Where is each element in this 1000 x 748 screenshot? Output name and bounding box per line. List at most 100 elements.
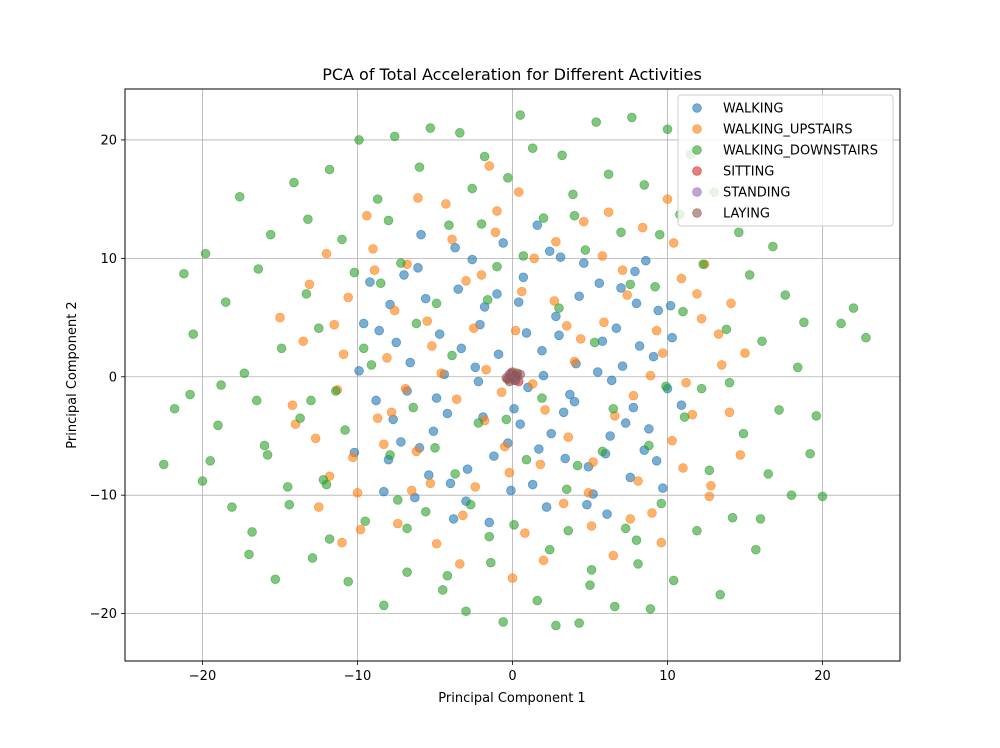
scatter-point	[431, 393, 442, 403]
scatter-point	[402, 523, 412, 534]
legend-entry: STANDING	[723, 186, 790, 201]
scatter-point	[358, 318, 369, 329]
scatter-point	[400, 383, 411, 394]
scatter-point	[340, 425, 350, 435]
scatter-point	[667, 435, 677, 446]
scatter-point	[698, 259, 708, 270]
x-axis-label: Principal Component 1	[438, 691, 585, 706]
scatter-point	[448, 514, 459, 524]
scatter-point	[360, 516, 371, 527]
scatter-point	[220, 297, 231, 307]
scatter-point	[284, 499, 295, 510]
scatter-point	[430, 443, 440, 453]
scatter-point	[716, 360, 727, 370]
scatter-point	[441, 199, 451, 209]
scatter-point	[561, 484, 572, 495]
scatter-point	[389, 305, 400, 316]
scatter-point	[447, 234, 457, 245]
scatter-point	[715, 589, 725, 600]
scatter-point	[213, 420, 223, 431]
scatter-point	[501, 414, 512, 425]
scatter-point	[369, 265, 380, 275]
scatter-point	[482, 294, 493, 305]
scatter-point	[811, 411, 822, 421]
x-tick-label: 10	[659, 669, 676, 684]
scatter-point	[540, 405, 550, 415]
scatter-point	[197, 476, 208, 486]
scatter-point	[313, 502, 324, 512]
series-walking-upstairs	[275, 161, 750, 583]
scatter-point	[637, 222, 648, 233]
scatter-point	[768, 241, 778, 252]
scatter-point	[520, 528, 530, 538]
scatter-point	[658, 483, 668, 493]
scatter-point	[492, 261, 502, 272]
scatter-point	[665, 300, 676, 311]
scatter-point	[324, 534, 335, 544]
scatter-point	[490, 227, 501, 238]
scatter-point	[158, 459, 169, 470]
scatter-point	[608, 550, 619, 561]
scatter-point	[454, 559, 465, 569]
scatter-point	[444, 220, 454, 230]
scatter-point	[565, 389, 575, 400]
scatter-point	[805, 448, 815, 459]
scatter-point	[428, 426, 439, 437]
scatter-point	[349, 267, 360, 278]
scatter-point	[389, 131, 400, 142]
scatter-point	[408, 402, 419, 413]
y-tick-label: 20	[100, 133, 117, 148]
scatter-point	[597, 446, 608, 457]
scatter-point	[786, 490, 797, 501]
scatter-point	[379, 600, 389, 611]
scatter-point	[616, 227, 626, 238]
scatter-point	[506, 485, 516, 496]
scatter-point	[648, 351, 659, 362]
scatter-point	[473, 376, 484, 387]
scatter-point	[527, 379, 538, 389]
scatter-point	[253, 264, 264, 274]
scatter-point	[489, 451, 499, 461]
scatter-point	[512, 368, 522, 379]
scatter-point	[461, 606, 471, 617]
scatter-point	[706, 480, 716, 491]
scatter-point	[499, 441, 510, 452]
scatter-point	[425, 478, 436, 489]
scatter-point	[244, 549, 254, 560]
scatter-point	[634, 341, 645, 351]
scatter-point	[549, 296, 560, 306]
scatter-point	[282, 482, 293, 492]
scatter-point	[647, 508, 657, 518]
scatter-point	[169, 403, 180, 414]
scatter-point	[537, 393, 547, 403]
scatter-point	[386, 407, 397, 418]
scatter-point	[681, 377, 691, 388]
scatter-point	[757, 336, 767, 347]
scatter-point	[594, 278, 605, 289]
scatter-point	[262, 450, 273, 460]
scatter-point	[354, 135, 364, 145]
scatter-point	[668, 575, 679, 586]
scatter-point	[535, 459, 546, 470]
scatter-point	[738, 428, 749, 439]
scatter-point	[462, 464, 473, 474]
scatter-point	[247, 527, 257, 537]
scatter-point	[620, 523, 631, 534]
scatter-point	[365, 277, 375, 287]
scatter-point	[639, 180, 650, 190]
scatter-point	[662, 194, 673, 204]
scatter-point	[458, 510, 468, 521]
scatter-point	[259, 440, 270, 451]
scatter-point	[527, 143, 538, 154]
scatter-point	[645, 370, 656, 381]
scatter-point	[465, 499, 476, 510]
scatter-point	[423, 470, 434, 480]
scatter-point	[658, 348, 668, 358]
scatter-point	[574, 291, 584, 302]
scatter-point	[265, 229, 276, 240]
scatter-point	[616, 283, 626, 293]
legend-box	[677, 94, 894, 227]
scatter-point	[848, 303, 859, 313]
scatter-point	[534, 444, 544, 454]
scatter-point	[780, 290, 791, 300]
